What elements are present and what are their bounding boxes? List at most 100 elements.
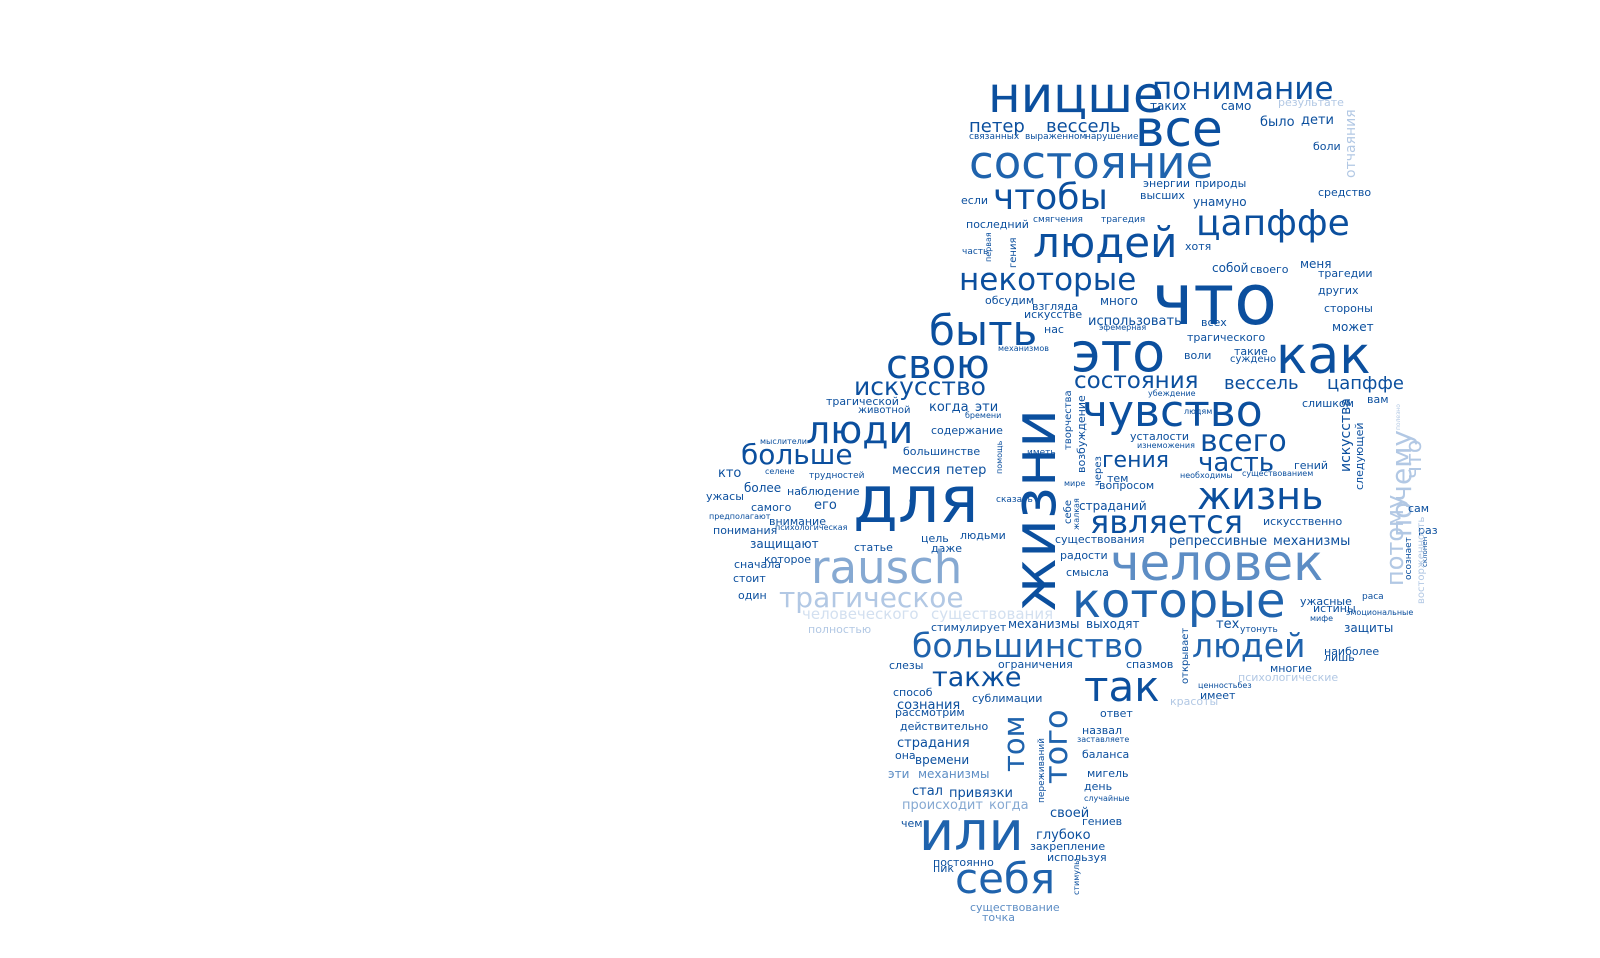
cloud-word-183: назвал [1082, 724, 1123, 737]
cloud-word-143: один [738, 589, 767, 602]
cloud-word-81: изнеможения [1137, 441, 1195, 450]
cloud-word-186: она [895, 749, 916, 762]
cloud-word-43: стороны [1324, 302, 1373, 315]
cloud-word-141: потому [1381, 494, 1409, 586]
cloud-word-31: хотя [1185, 240, 1212, 253]
cloud-word-17: природы [1195, 177, 1247, 190]
cloud-word-148: истины [1313, 602, 1356, 615]
cloud-word-166: ограничения [998, 658, 1073, 671]
cloud-word-61: вессель [1224, 373, 1299, 394]
cloud-word-11: было [1260, 115, 1295, 130]
cloud-word-4: результате [1278, 96, 1344, 109]
cloud-word-179: ответ [1100, 707, 1133, 720]
cloud-word-63: убеждение [1148, 389, 1196, 398]
cloud-word-113: его [814, 498, 837, 513]
cloud-word-79: искусства [1338, 398, 1354, 472]
cloud-word-160: большинство [912, 626, 1144, 665]
cloud-word-51: свою [886, 342, 990, 388]
cloud-word-58: жизни [1000, 408, 1070, 612]
cloud-word-47: может [1332, 320, 1374, 334]
cloud-word-9: выраженном [1025, 132, 1087, 142]
cloud-word-66: когда [929, 400, 969, 415]
cloud-word-178: рассмотрим [895, 706, 965, 719]
cloud-word-129: существования [1055, 533, 1145, 546]
cloud-word-194: стал [912, 784, 943, 799]
cloud-word-120: искусственно [1263, 515, 1343, 528]
cloud-word-189: эти [888, 767, 910, 781]
cloud-word-55: воли [1184, 349, 1212, 362]
cloud-word-176: сознания [897, 698, 961, 713]
cloud-word-71: чувство [1082, 386, 1263, 437]
cloud-word-146: раса [1362, 592, 1384, 602]
cloud-word-123: цель [921, 532, 949, 545]
cloud-word-135: радости [1060, 549, 1108, 562]
cloud-word-98: трудностей [809, 471, 865, 481]
cloud-word-196: случайные [1084, 794, 1130, 803]
cloud-word-75: людям [1184, 407, 1213, 416]
cloud-word-206: используя [1047, 851, 1107, 864]
cloud-word-105: вопросом [1099, 479, 1155, 492]
cloud-word-54: как [1276, 326, 1371, 386]
cloud-word-198: когда [989, 798, 1029, 813]
cloud-word-72: слишком [1302, 397, 1354, 410]
cloud-word-144: трагическое [779, 581, 964, 614]
cloud-word-57: суждено [1230, 354, 1277, 365]
cloud-word-124: людьми [960, 529, 1006, 542]
cloud-word-209: стимулы [1072, 858, 1081, 895]
cloud-word-170: так [1084, 662, 1160, 711]
cloud-word-172: способ [893, 686, 933, 699]
cloud-word-169: также [932, 662, 1022, 693]
cloud-word-195: привязки [949, 786, 1013, 801]
cloud-word-121: понимания [713, 524, 778, 537]
cloud-word-96: мессия [892, 463, 941, 478]
cloud-word-131: механизмы [1273, 534, 1351, 549]
cloud-word-56: такие [1234, 345, 1268, 358]
cloud-word-177: красоты [1170, 695, 1219, 708]
cloud-word-13: отчаяния [1343, 109, 1359, 178]
cloud-word-46: всех [1201, 316, 1227, 329]
cloud-word-167: спазмов [1126, 658, 1174, 671]
cloud-word-175: имеет [1200, 689, 1236, 702]
cloud-word-106: жизнь [1197, 474, 1324, 518]
cloud-word-93: гений [1294, 459, 1329, 472]
cloud-word-152: мифе [1310, 614, 1333, 623]
cloud-word-52: механизмов [998, 344, 1049, 353]
cloud-word-150: человеческого [802, 605, 919, 623]
cloud-word-203: глубоко [1036, 828, 1091, 843]
cloud-word-116: страданий [1079, 499, 1147, 513]
cloud-word-147: ужасные [1300, 595, 1352, 608]
cloud-word-19: средство [1318, 186, 1372, 199]
cloud-word-174: сублимации [972, 692, 1043, 705]
cloud-word-100: необходимы [1180, 471, 1233, 480]
cloud-word-26: цапффе [1196, 203, 1350, 244]
cloud-word-77: возбуждение [1075, 395, 1088, 473]
cloud-word-201: чем [901, 817, 923, 830]
cloud-word-50: трагического [1187, 331, 1266, 344]
cloud-word-165: слезы [889, 659, 924, 672]
cloud-word-192: переживаний [1037, 737, 1047, 803]
cloud-word-76: содержание [931, 424, 1003, 437]
cloud-word-188: времени [915, 753, 970, 767]
cloud-word-62: цапффе [1327, 373, 1404, 394]
cloud-word-95: селене [765, 467, 795, 476]
cloud-word-70: творчества [1063, 390, 1074, 450]
cloud-word-205: постоянно [933, 856, 994, 869]
cloud-word-88: помощь [995, 440, 1004, 474]
cloud-word-138: человек [1110, 534, 1324, 592]
cloud-word-142: восторженность [1416, 516, 1427, 604]
cloud-word-40: много [1100, 294, 1138, 308]
cloud-word-164: открывает [1180, 627, 1191, 684]
cloud-word-36: некоторые [959, 262, 1137, 298]
cloud-word-6: вессель [1046, 116, 1121, 137]
cloud-word-151: существования [931, 605, 1054, 623]
cloud-word-197: происходит [902, 798, 983, 813]
cloud-word-155: тех [1216, 617, 1240, 632]
cloud-word-67: эти [975, 400, 999, 415]
cloud-word-207: пик [933, 862, 954, 875]
cloud-word-191: мигель [1087, 767, 1129, 780]
cloud-word-99: тем [1107, 472, 1129, 485]
cloud-word-171: психологические [1238, 671, 1339, 684]
cloud-word-84: что [1402, 439, 1427, 479]
cloud-word-44: быть [929, 306, 1038, 355]
cloud-word-23: последний [966, 218, 1029, 231]
